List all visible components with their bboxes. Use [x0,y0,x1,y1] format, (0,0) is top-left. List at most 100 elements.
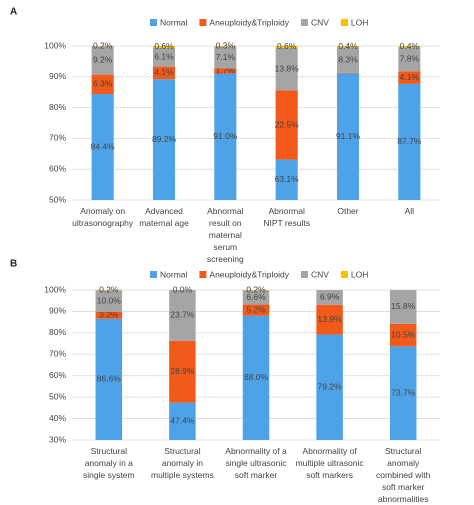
data-label: 28.9% [170,366,195,376]
data-label: 3.2% [99,310,119,320]
bar-segment [398,83,421,200]
legend-label: Normal [160,269,188,279]
data-label: 0.4% [400,41,420,51]
data-label: 88.0% [244,372,269,382]
bar-segment [336,73,360,200]
bar-segment [214,46,237,69]
y-tick-label: 50% [49,194,66,204]
data-label: 4.1% [154,67,174,77]
chart: B Normal Aneuploidy&Triploidy CNV LOH 30% 40% 5… [10,259,440,504]
legend-swatch [199,271,207,278]
data-label: 7.8% [400,53,420,63]
data-label: 0.3% [216,41,236,51]
data-label: 6.1% [154,51,174,61]
bar-segment [152,46,176,48]
data-label: 0.4% [338,41,358,51]
bar-segment [95,311,123,319]
bar-segment [389,323,417,347]
bar-segment [214,73,237,200]
data-label: 1.7% [216,65,236,75]
bar-segment [95,290,123,312]
legend-swatch [340,271,348,278]
x-tick-label: Other [337,206,358,216]
y-tick-label: 50% [49,391,66,401]
data-label: 73.7% [391,387,416,397]
x-tick-label: Structural anomaly combined with soft marke… [376,446,431,504]
x-tick-label: Structural anomaly in a single system [83,446,135,480]
bar-segment [152,66,176,80]
data-label: 84.4% [91,141,116,151]
data-label: 0.2% [93,40,113,50]
legend-label: LOH [351,17,368,27]
bar-segment [91,46,114,75]
bar-segment [316,290,343,305]
legend-label: LOH [351,269,368,279]
panel-label: B [10,259,17,270]
legend-swatch [340,19,348,26]
x-tick-label: Abnormality of multiple ultrasonic soft ma… [296,446,365,480]
y-tick-label: 40% [49,413,66,423]
data-label: 0.6% [277,41,297,51]
bar-segment [169,290,196,341]
bar-segment [275,159,298,200]
data-label: 6.9% [320,292,340,302]
bar-segment [398,71,421,84]
legend-swatch [150,19,157,26]
data-label: 87.7% [397,136,422,146]
data-label: 10.0% [97,295,122,305]
bar-segment [242,290,270,305]
bar-segment [169,340,196,403]
y-tick-label: 80% [49,327,66,337]
x-tick-label: Abnormality of a single ultrasonic soft ma… [225,446,287,480]
data-label: 22.5% [275,119,300,129]
data-label: 8.3% [338,54,358,64]
data-label: 6.6% [246,292,266,302]
legend-label: Aneuploidy&Triploidy [209,17,289,27]
y-tick-label: 100% [44,284,66,294]
data-label: 13.8% [275,63,300,73]
x-tick-label: Advanced maternal age [139,206,189,228]
y-tick-label: 100% [44,40,66,50]
bar-segment [242,304,270,316]
y-tick-label: 90% [49,71,66,81]
legend-label: CNV [311,17,329,27]
data-label: 4.1% [400,72,420,82]
legend-swatch [150,271,157,278]
data-label: 9.2% [93,55,113,65]
bar-segment [398,47,421,72]
data-label: 7.1% [216,52,236,62]
data-label: 91.1% [336,131,361,141]
bar-segment [389,346,417,440]
chart: A Normal Aneuploidy&Triploidy CNV LOH 50% 60% 7… [10,7,440,264]
data-label: 0.2% [246,284,266,294]
x-tick-label: All [405,206,415,216]
bar-segment [275,47,298,91]
y-tick-label: 80% [49,102,66,112]
bar-segment [91,94,114,200]
y-tick-label: 60% [49,370,66,380]
data-label: 5.2% [246,304,266,314]
bar-segment [95,318,123,440]
legend-label: Aneuploidy&Triploidy [209,269,289,279]
bar-segment [242,315,270,440]
data-label: 79.2% [318,382,343,392]
data-label: 0.0% [173,284,193,294]
legend-label: Normal [160,17,188,27]
y-tick-label: 90% [49,306,66,316]
bar-segment [398,46,421,48]
bar-segment [336,72,360,74]
bar-segment [336,46,360,48]
y-tick-label: 60% [49,163,66,173]
bar-segment [91,74,114,95]
data-label: 10.5% [391,329,416,339]
data-label: 0.6% [154,41,174,51]
y-tick-label: 70% [49,133,66,143]
panel-label: A [10,7,17,18]
y-tick-label: 70% [49,349,66,359]
y-tick-label: 30% [49,434,66,444]
bar-segment [316,334,343,440]
x-tick-label: Structural anomaly in multiple systems [151,446,214,480]
bar-segment [152,47,176,67]
bar-segment [152,79,176,200]
legend-swatch [199,19,207,26]
